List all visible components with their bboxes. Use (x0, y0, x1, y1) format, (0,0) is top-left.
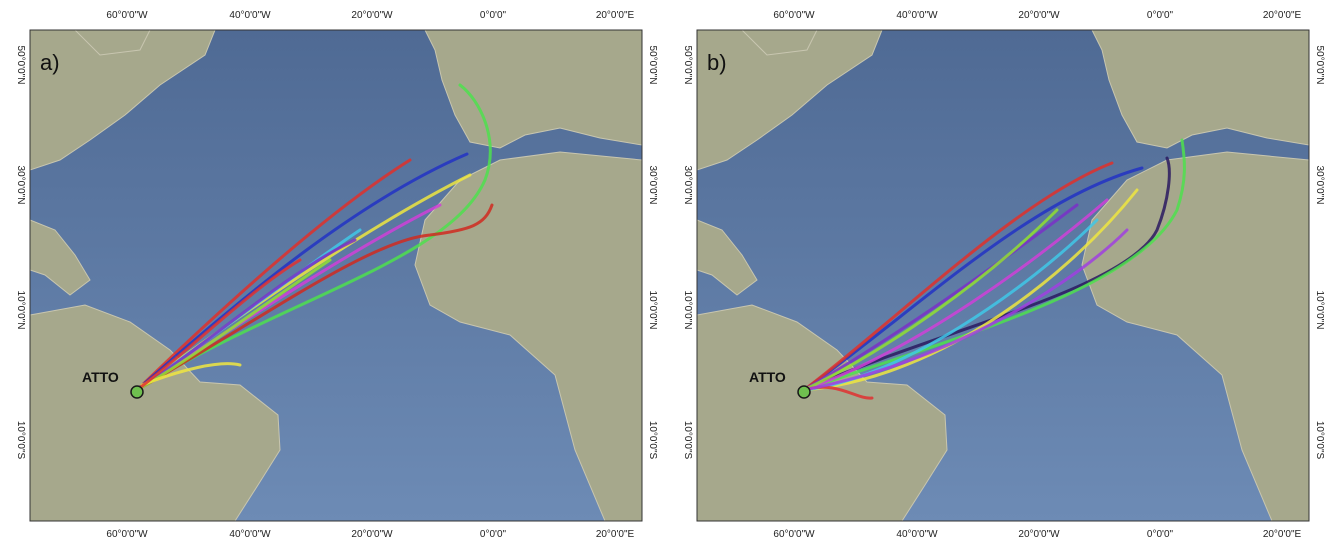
lon-tick-label: 20°0'0"W (351, 529, 393, 540)
lat-tick-label: 30°0'0"N (15, 166, 26, 205)
lat-tick-label: 10°0'0"N (1314, 291, 1325, 330)
lon-tick-label: 20°0'0"E (596, 10, 635, 21)
lat-tick-label: 30°0'0"N (647, 166, 658, 205)
map-area (30, 30, 642, 521)
lat-tick-label: 30°0'0"N (1314, 166, 1325, 205)
lon-tick-label: 60°0'0"W (773, 529, 815, 540)
lon-tick-label: 20°0'0"E (1263, 529, 1302, 540)
lat-tick-label: 50°0'0"N (15, 46, 26, 85)
lat-tick-label: 50°0'0"N (647, 46, 658, 85)
map-area (697, 30, 1309, 521)
lat-tick-label: 50°0'0"N (682, 46, 693, 85)
lon-tick-label: 60°0'0"W (106, 10, 148, 21)
map-panel: b) ATTO 60°0'0"W 40°0'0"W 20°0'0"W 0°0'0" 20°0… (682, 10, 1325, 540)
station-label: ATTO (82, 369, 119, 385)
lat-tick-label: 10°0'0"S (647, 421, 658, 460)
lon-tick-label: 60°0'0"W (773, 10, 815, 21)
lon-tick-label: 20°0'0"E (596, 529, 635, 540)
map-panel: a) ATTO 60°0'0"W 40°0'0"W 20°0'0"W 0°0'0" 20°0… (15, 10, 658, 540)
panel-label: b) (707, 50, 727, 75)
lon-tick-label: 0°0'0" (1147, 529, 1174, 540)
lon-tick-label: 60°0'0"W (106, 529, 148, 540)
lat-tick-label: 10°0'0"S (1314, 421, 1325, 460)
lon-tick-label: 20°0'0"W (1018, 529, 1060, 540)
station-marker (798, 386, 810, 398)
lat-tick-label: 10°0'0"N (682, 291, 693, 330)
lon-tick-label: 40°0'0"W (229, 529, 271, 540)
lon-tick-label: 20°0'0"W (351, 10, 393, 21)
lat-tick-label: 30°0'0"N (682, 166, 693, 205)
station-label: ATTO (749, 369, 786, 385)
lon-tick-label: 40°0'0"W (896, 10, 938, 21)
lon-tick-label: 0°0'0" (1147, 10, 1174, 21)
lat-tick-label: 10°0'0"N (647, 291, 658, 330)
lat-tick-label: 10°0'0"N (15, 291, 26, 330)
lat-tick-label: 10°0'0"S (682, 421, 693, 460)
lon-tick-label: 0°0'0" (480, 10, 507, 21)
lat-tick-label: 50°0'0"N (1314, 46, 1325, 85)
lon-tick-label: 0°0'0" (480, 529, 507, 540)
lon-tick-label: 20°0'0"E (1263, 10, 1302, 21)
figure: a) ATTO 60°0'0"W 40°0'0"W 20°0'0"W 0°0'0" 20°0… (0, 0, 1339, 549)
lon-tick-label: 20°0'0"W (1018, 10, 1060, 21)
lat-tick-label: 10°0'0"S (15, 421, 26, 460)
lon-tick-label: 40°0'0"W (229, 10, 271, 21)
lon-tick-label: 40°0'0"W (896, 529, 938, 540)
panel-label: a) (40, 50, 60, 75)
station-marker (131, 386, 143, 398)
